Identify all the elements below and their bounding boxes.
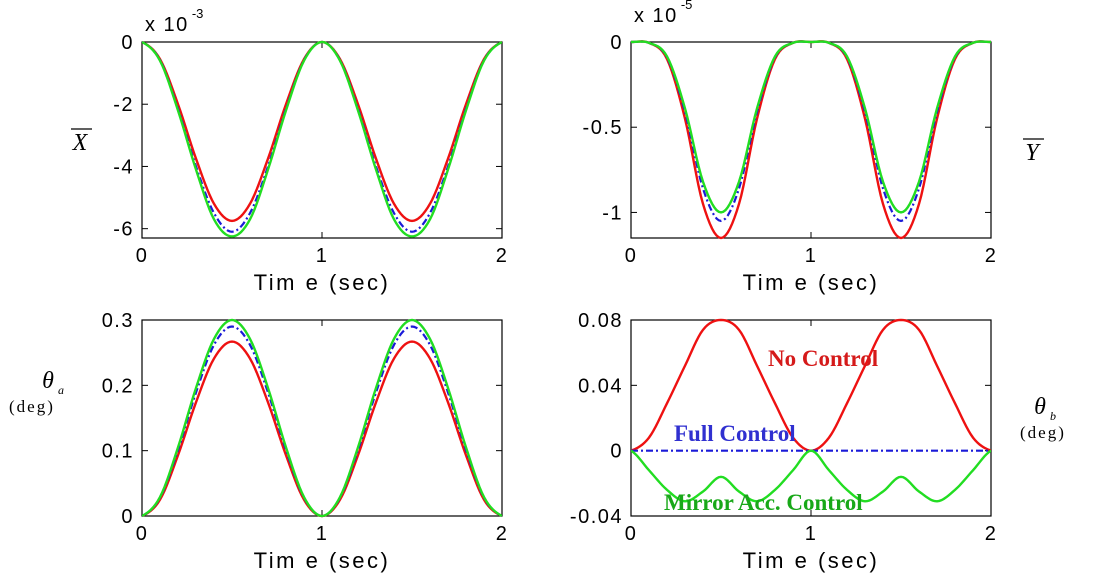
y-tick-label: 0.04 [578, 375, 623, 397]
annotation-mirror-acc-control: Mirror Acc. Control [664, 490, 863, 515]
x-tick-label: 0 [136, 245, 149, 267]
x-axis-label: Tim e (sec) [743, 548, 880, 573]
axis-multiplier-exponent: -5 [681, 0, 693, 12]
y-tick-label: -2 [113, 94, 134, 116]
series-line-1 [142, 340, 502, 518]
series-line-1 [142, 40, 502, 223]
x-tick-label: 0 [136, 523, 149, 545]
series-line-3 [142, 318, 502, 518]
y-tick-label: 0.3 [102, 310, 134, 332]
y-axis-label: Y [1025, 140, 1041, 166]
y-tick-label: 0.2 [102, 375, 134, 397]
x-tick-label: 2 [496, 245, 509, 267]
x-tick-label: 0 [625, 523, 638, 545]
axes-box [630, 41, 992, 239]
axis-multiplier-exponent: -3 [192, 6, 204, 21]
y-tick-label: -6 [113, 219, 134, 241]
series-line-2 [142, 40, 502, 233]
series-line-3 [631, 449, 991, 503]
y-tick-label: -0.5 [583, 117, 623, 139]
series-line-2 [142, 325, 502, 518]
series-line-3 [631, 40, 991, 214]
y-axis-label-subscript: a [58, 383, 64, 397]
y-tick-label: -4 [113, 156, 134, 178]
annotation-full-control: Full Control [674, 421, 796, 446]
panel-bottom-left: 0 1 2 0 0.1 0.2 0.3 Tim e (sec) θ a(deg) [9, 310, 509, 573]
y-tick-label: -1 [602, 202, 623, 224]
y-axis-label: θ [1034, 394, 1046, 420]
y-axis-label: θ [42, 368, 54, 394]
panel-top-left: 0 1 2 0 -2 -4 -6 Tim e (sec) Xx 10-3 [71, 6, 509, 295]
x-tick-label: 2 [985, 245, 998, 267]
x-tick-label: 1 [805, 523, 818, 545]
annotation-no-control: No Control [768, 346, 878, 371]
axis-multiplier: x 10 [145, 14, 189, 36]
series-line-3 [142, 40, 502, 238]
y-axis-label-subscript: b [1050, 409, 1056, 423]
y-axis-unit: (deg) [9, 397, 55, 416]
y-tick-label: 0 [610, 441, 623, 463]
axes-box [141, 41, 503, 239]
y-axis-label: X [72, 130, 89, 156]
panel-top-right: 0 1 2 0 -0.5 -1 Tim e (sec) Yx 10-5 [583, 0, 1044, 295]
y-tick-label: -0.04 [570, 506, 623, 528]
x-axis-label: Tim e (sec) [254, 548, 391, 573]
y-tick-label: 0 [121, 32, 134, 54]
x-tick-label: 2 [496, 523, 509, 545]
y-tick-label: 0.08 [578, 310, 623, 332]
x-tick-label: 0 [625, 245, 638, 267]
x-tick-label: 1 [805, 245, 818, 267]
x-axis-label: Tim e (sec) [254, 270, 391, 295]
x-axis-label: Tim e (sec) [743, 270, 880, 295]
y-axis-unit: (deg) [1020, 423, 1066, 442]
x-tick-label: 1 [316, 523, 329, 545]
axes-box [141, 319, 503, 517]
x-tick-label: 2 [985, 523, 998, 545]
y-tick-label: 0 [121, 506, 134, 528]
series-line-1 [631, 40, 991, 240]
series-line-2 [631, 40, 991, 223]
x-tick-label: 1 [316, 245, 329, 267]
y-tick-label: 0.1 [102, 441, 134, 463]
y-tick-label: 0 [610, 32, 623, 54]
axis-multiplier: x 10 [634, 5, 678, 27]
